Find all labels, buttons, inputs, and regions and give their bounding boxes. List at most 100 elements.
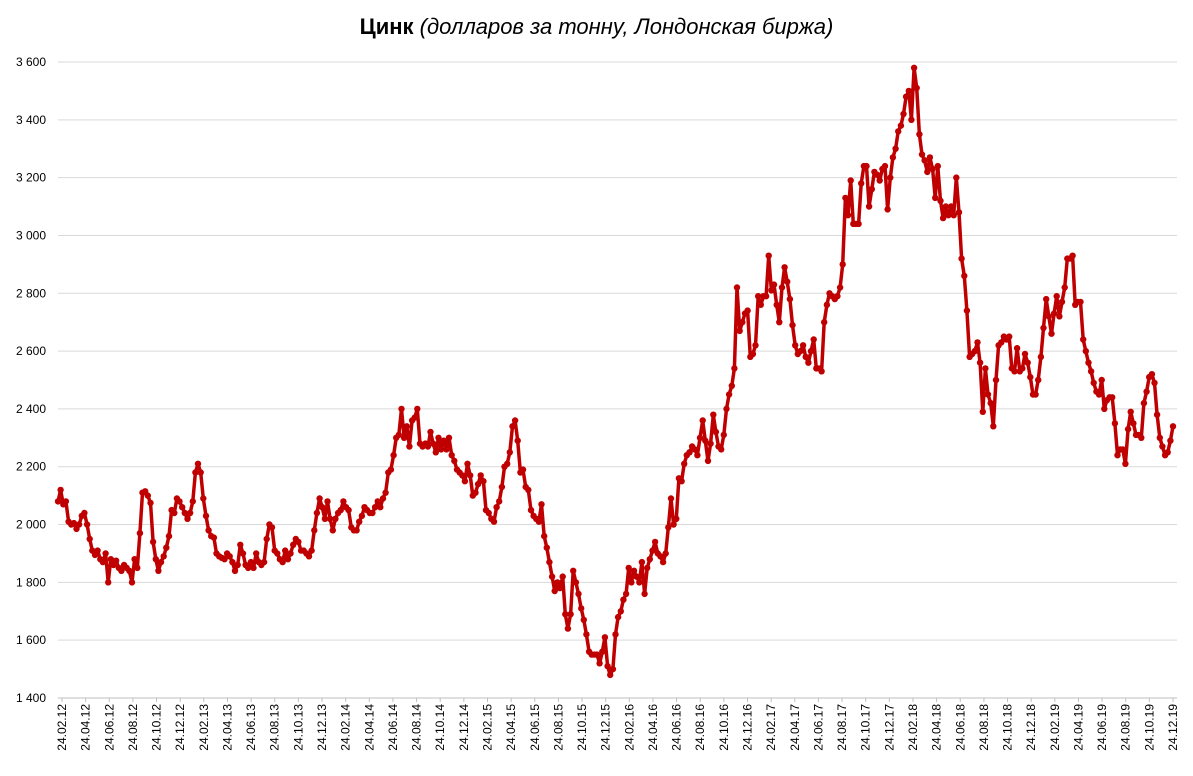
x-tick-label: 24.02.17 (764, 704, 778, 751)
x-tick-label: 24.10.18 (1001, 704, 1015, 751)
data-point (1053, 293, 1060, 300)
data-point (839, 261, 846, 268)
data-point (57, 486, 64, 494)
data-point (62, 498, 70, 505)
data-point (1061, 284, 1068, 291)
data-point (1021, 350, 1029, 358)
data-point (947, 203, 955, 210)
y-tick-label: 3 400 (16, 113, 46, 127)
data-point (1140, 399, 1148, 407)
data-point (102, 550, 109, 557)
data-point (1056, 313, 1063, 320)
data-point (686, 449, 693, 456)
data-point (1011, 368, 1018, 375)
data-point (768, 287, 775, 294)
data-point (1148, 371, 1156, 378)
data-point (305, 553, 313, 560)
data-point (704, 457, 712, 465)
data-point (274, 550, 281, 557)
data-point (765, 252, 772, 259)
data-point (670, 521, 677, 528)
data-point (480, 478, 487, 485)
data-point (1037, 353, 1045, 361)
data-point (395, 431, 402, 439)
data-point (239, 550, 247, 557)
data-point (773, 301, 780, 308)
data-point (691, 446, 698, 453)
data-point (83, 521, 91, 528)
x-tick-label: 24.02.15 (480, 704, 494, 751)
y-tick-label: 2 200 (16, 460, 46, 474)
data-point (316, 495, 323, 502)
data-point (382, 489, 389, 496)
data-point (887, 174, 894, 181)
data-point (731, 365, 738, 372)
data-point (144, 492, 151, 499)
data-point (107, 556, 115, 563)
x-tick-label: 24.08.16 (693, 704, 707, 751)
data-point (617, 608, 624, 615)
data-point (1027, 373, 1034, 381)
data-point (496, 498, 503, 505)
data-point (897, 122, 905, 129)
data-point (70, 519, 78, 527)
data-point (607, 671, 614, 679)
x-tick-label: 24.02.14 (339, 704, 353, 751)
data-point (437, 446, 445, 453)
x-tick-label: 24.06.17 (811, 704, 825, 751)
data-point (953, 174, 960, 181)
data-point (136, 530, 144, 537)
x-tick-label: 24.10.12 (150, 704, 164, 751)
data-point (430, 440, 437, 447)
data-point (1156, 434, 1164, 441)
data-point (414, 405, 421, 413)
data-point (390, 452, 397, 459)
data-point (435, 434, 442, 441)
data-point (171, 509, 178, 517)
data-point (181, 509, 188, 517)
data-point (955, 209, 963, 216)
data-point (805, 359, 812, 366)
data-point (282, 547, 289, 554)
data-point (263, 535, 270, 543)
data-point (918, 151, 926, 158)
data-point (749, 350, 757, 358)
data-point (1122, 460, 1129, 467)
x-tick-label: 24.10.17 (859, 704, 873, 751)
data-point (614, 613, 622, 621)
data-point (149, 538, 157, 546)
data-point (776, 319, 783, 326)
data-point (128, 579, 136, 586)
x-tick-label: 24.06.16 (670, 704, 684, 751)
data-point (163, 544, 170, 551)
data-point (789, 321, 796, 329)
y-tick-label: 2 800 (16, 286, 46, 300)
data-point (445, 434, 453, 441)
data-point (543, 544, 550, 551)
data-point (620, 596, 627, 603)
x-tick-label: 24.04.15 (504, 704, 518, 751)
data-point (231, 567, 239, 574)
data-point (324, 498, 331, 505)
data-point (554, 579, 561, 586)
x-tick-label: 24.10.15 (575, 704, 589, 751)
x-tick-label: 24.04.14 (362, 704, 376, 751)
data-point (448, 452, 455, 459)
data-point (1032, 391, 1039, 398)
data-point (834, 293, 841, 300)
data-point (176, 498, 183, 505)
data-point (807, 347, 815, 355)
x-tick-label: 24.06.13 (244, 704, 258, 751)
chart-title-main: Цинк (359, 14, 414, 39)
data-point (992, 376, 1000, 384)
data-point (226, 553, 233, 560)
y-tick-label: 1 800 (16, 575, 46, 589)
x-tick-label: 24.06.15 (528, 704, 542, 751)
data-point (509, 423, 516, 430)
data-point (770, 281, 778, 288)
data-point (926, 154, 934, 161)
data-point (112, 557, 120, 564)
data-point (1069, 252, 1076, 259)
data-point (858, 180, 865, 187)
data-point (147, 499, 154, 507)
